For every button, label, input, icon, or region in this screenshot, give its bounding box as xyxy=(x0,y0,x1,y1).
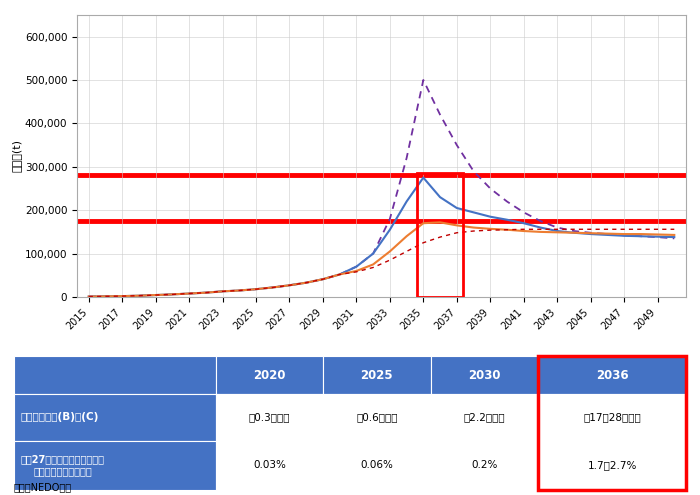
Y-axis label: 排出量(t): 排出量(t) xyxy=(12,140,22,172)
Bar xyxy=(14,356,216,394)
Text: 1.7～2.7%: 1.7～2.7% xyxy=(587,460,637,470)
Bar xyxy=(430,441,538,490)
Text: 0.03%: 0.03% xyxy=(253,460,286,470)
Legend: (A)FIT後大量排出シナリオ, (B)FIT後農貸土地分排出シナリオ, (C)FIT後定期借地分排出シナリオ, (D)FIT後排出なしシナリオ: (A)FIT後大量排出シナリオ, (B)FIT後農貸土地分排出シナリオ, (C)… xyxy=(247,409,516,442)
Text: 約2.2万トン: 約2.2万トン xyxy=(463,412,505,422)
Text: 出所）NEDO推計: 出所）NEDO推計 xyxy=(14,483,72,493)
Text: 2036: 2036 xyxy=(596,369,629,382)
Bar xyxy=(430,394,538,441)
Bar xyxy=(216,356,323,394)
Bar xyxy=(538,441,686,490)
Bar xyxy=(538,356,686,394)
Text: 約17～28万トン: 約17～28万トン xyxy=(583,412,641,422)
Text: 2025: 2025 xyxy=(360,369,393,382)
Bar xyxy=(323,394,430,441)
Text: 2020: 2020 xyxy=(253,369,286,382)
Bar xyxy=(538,356,686,490)
Bar xyxy=(216,441,323,490)
Text: 0.06%: 0.06% xyxy=(360,460,393,470)
Bar xyxy=(216,394,323,441)
Text: 約0.6万トン: 約0.6万トン xyxy=(356,412,398,422)
Bar xyxy=(323,356,430,394)
Text: 約0.3万トン: 約0.3万トン xyxy=(248,412,290,422)
Text: 平成27年度の産業廃棄物の最
終処分量に占める割合: 平成27年度の産業廃棄物の最 終処分量に占める割合 xyxy=(21,454,105,476)
Bar xyxy=(416,173,463,297)
Bar xyxy=(430,356,538,394)
Text: 2030: 2030 xyxy=(468,369,500,382)
Bar xyxy=(323,441,430,490)
Text: 排出見込み量(B)、(C): 排出見込み量(B)、(C) xyxy=(21,412,99,422)
Text: 0.2%: 0.2% xyxy=(471,460,498,470)
Bar xyxy=(538,394,686,441)
Bar xyxy=(14,441,216,490)
Bar xyxy=(14,394,216,441)
